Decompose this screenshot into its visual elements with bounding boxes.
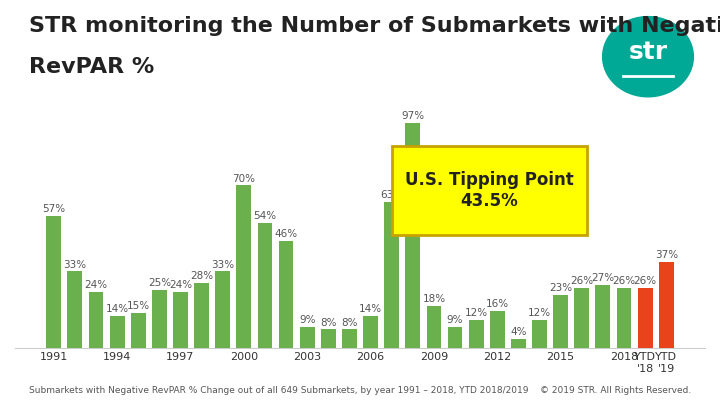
Bar: [131, 313, 145, 348]
Bar: [448, 327, 462, 348]
Bar: [152, 290, 167, 348]
Text: 27%: 27%: [591, 273, 614, 283]
Text: 14%: 14%: [106, 304, 129, 313]
Bar: [300, 327, 315, 348]
Bar: [215, 271, 230, 348]
Text: RevPAR %: RevPAR %: [29, 57, 154, 77]
Text: 28%: 28%: [190, 271, 213, 281]
Bar: [638, 288, 652, 348]
Bar: [384, 202, 399, 348]
Bar: [173, 292, 188, 348]
Text: 23%: 23%: [549, 283, 572, 293]
Bar: [490, 311, 505, 348]
Text: 26%: 26%: [570, 276, 593, 286]
Text: Submarkets with Negative RevPAR % Change out of all 649 Submarkets, by year 1991: Submarkets with Negative RevPAR % Change…: [29, 386, 528, 395]
Bar: [469, 320, 484, 348]
Bar: [46, 215, 61, 348]
Bar: [616, 288, 631, 348]
Bar: [236, 185, 251, 348]
Text: 9%: 9%: [447, 315, 463, 325]
Text: 63%: 63%: [380, 190, 403, 200]
Bar: [511, 339, 526, 348]
Bar: [595, 285, 611, 348]
Text: 54%: 54%: [253, 211, 276, 221]
Text: STR monitoring the Number of Submarkets with Negative: STR monitoring the Number of Submarkets …: [29, 16, 720, 36]
Bar: [553, 294, 568, 348]
Text: 97%: 97%: [401, 111, 424, 121]
Text: 18%: 18%: [423, 294, 446, 305]
Text: 26%: 26%: [613, 276, 636, 286]
Text: 9%: 9%: [299, 315, 315, 325]
Text: 8%: 8%: [341, 318, 358, 328]
Text: 16%: 16%: [486, 299, 509, 309]
Bar: [363, 315, 378, 348]
Text: 26%: 26%: [634, 276, 657, 286]
Text: 70%: 70%: [233, 174, 256, 183]
Bar: [321, 329, 336, 348]
Text: 57%: 57%: [42, 204, 66, 214]
Text: 25%: 25%: [148, 278, 171, 288]
Text: 46%: 46%: [274, 229, 297, 239]
Bar: [109, 315, 125, 348]
Text: U.S. Tipping Point
43.5%: U.S. Tipping Point 43.5%: [405, 171, 574, 210]
Bar: [68, 271, 82, 348]
Bar: [532, 320, 547, 348]
Text: 12%: 12%: [464, 308, 487, 318]
Bar: [426, 306, 441, 348]
Text: 24%: 24%: [84, 280, 107, 290]
Bar: [405, 123, 420, 348]
Text: 33%: 33%: [211, 260, 234, 269]
Bar: [575, 288, 589, 348]
Text: 37%: 37%: [654, 250, 678, 260]
Bar: [258, 223, 272, 348]
Text: 14%: 14%: [359, 304, 382, 313]
Bar: [342, 329, 357, 348]
Text: 15%: 15%: [127, 301, 150, 311]
Circle shape: [603, 17, 693, 97]
Text: 24%: 24%: [169, 280, 192, 290]
Text: © 2019 STR. All Rights Reserved.: © 2019 STR. All Rights Reserved.: [540, 386, 691, 395]
Text: 4%: 4%: [510, 327, 526, 337]
Bar: [659, 262, 674, 348]
Text: 8%: 8%: [320, 318, 336, 328]
Bar: [279, 241, 294, 348]
Text: 12%: 12%: [528, 308, 551, 318]
Bar: [89, 292, 104, 348]
Text: 33%: 33%: [63, 260, 86, 269]
Bar: [194, 283, 209, 348]
Text: str: str: [629, 40, 667, 64]
